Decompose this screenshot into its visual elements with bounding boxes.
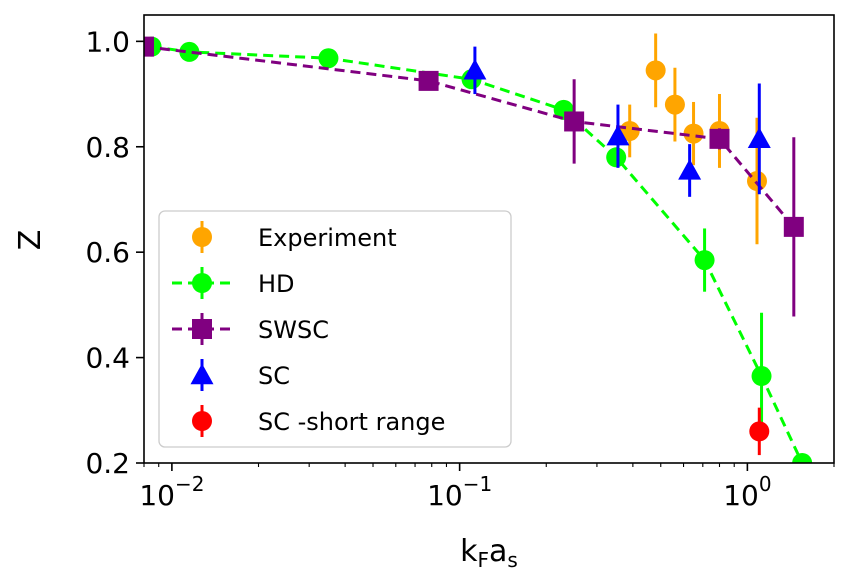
legend-entry: SWSC bbox=[172, 313, 329, 345]
legend-entry: SC bbox=[190, 359, 290, 391]
series-layer bbox=[144, 33, 813, 463]
legend-marker bbox=[192, 273, 212, 293]
x-tick-label: 10−2 bbox=[139, 472, 204, 512]
legend-entry: HD bbox=[172, 267, 295, 299]
axes-layer: 0.2 0.4 0.6 0.8 1.0 10−2 10−1 100 bbox=[85, 25, 835, 512]
y-tick-label: 0.4 bbox=[85, 342, 130, 375]
series-swsc bbox=[144, 36, 804, 317]
data-point bbox=[619, 120, 640, 141]
data-point bbox=[749, 421, 770, 442]
data-point bbox=[179, 41, 200, 62]
y-tick-label: 0.8 bbox=[85, 131, 130, 164]
data-point bbox=[645, 60, 666, 81]
data-point bbox=[783, 216, 804, 237]
data-point bbox=[606, 124, 630, 146]
data-point bbox=[564, 111, 585, 132]
series-sc bbox=[463, 46, 771, 197]
data-point bbox=[683, 123, 704, 144]
data-point bbox=[678, 158, 702, 180]
legend-label: HD bbox=[258, 270, 295, 298]
x-tick-label: 100 bbox=[723, 472, 771, 512]
legend-label: Experiment bbox=[258, 224, 397, 252]
legend-entry: SC -short range bbox=[192, 405, 445, 437]
y-axis-label: Z bbox=[13, 230, 48, 251]
legend: Experiment HD SWSC SC SC -short range bbox=[158, 210, 512, 448]
legend-label: SC bbox=[258, 362, 290, 390]
x-axis-label-mid: a bbox=[489, 534, 507, 569]
legend-marker bbox=[192, 411, 212, 431]
legend-marker bbox=[190, 363, 214, 385]
data-point bbox=[606, 147, 627, 168]
legend-marker bbox=[192, 319, 212, 339]
legend-label: SC -short range bbox=[258, 408, 445, 436]
y-tick-label: 1.0 bbox=[85, 25, 130, 58]
data-point bbox=[792, 453, 813, 463]
data-point bbox=[664, 94, 685, 115]
data-point bbox=[694, 250, 715, 271]
y-tick-label: 0.2 bbox=[85, 447, 130, 480]
data-point bbox=[144, 36, 154, 57]
x-axis-label-sub1: F bbox=[478, 548, 490, 572]
series-sc-short-range bbox=[749, 407, 770, 456]
x-tick-label: 10−1 bbox=[427, 472, 492, 512]
legend-entry: Experiment bbox=[192, 221, 397, 253]
data-point bbox=[751, 366, 772, 387]
legend-frame bbox=[158, 210, 512, 448]
data-point bbox=[418, 70, 439, 91]
data-point bbox=[463, 58, 487, 80]
series-experiment bbox=[619, 33, 767, 245]
legend-marker bbox=[192, 227, 212, 247]
x-axis-label-main: k bbox=[460, 534, 478, 569]
data-point bbox=[747, 127, 771, 149]
legend-label: SWSC bbox=[258, 316, 329, 344]
y-tick-label: 0.6 bbox=[85, 236, 130, 269]
x-axis-label-sub2: s bbox=[507, 548, 517, 572]
plot-frame bbox=[143, 14, 835, 464]
data-point bbox=[709, 128, 730, 149]
x-axis-label: kFas bbox=[460, 534, 518, 572]
data-point bbox=[318, 48, 339, 69]
